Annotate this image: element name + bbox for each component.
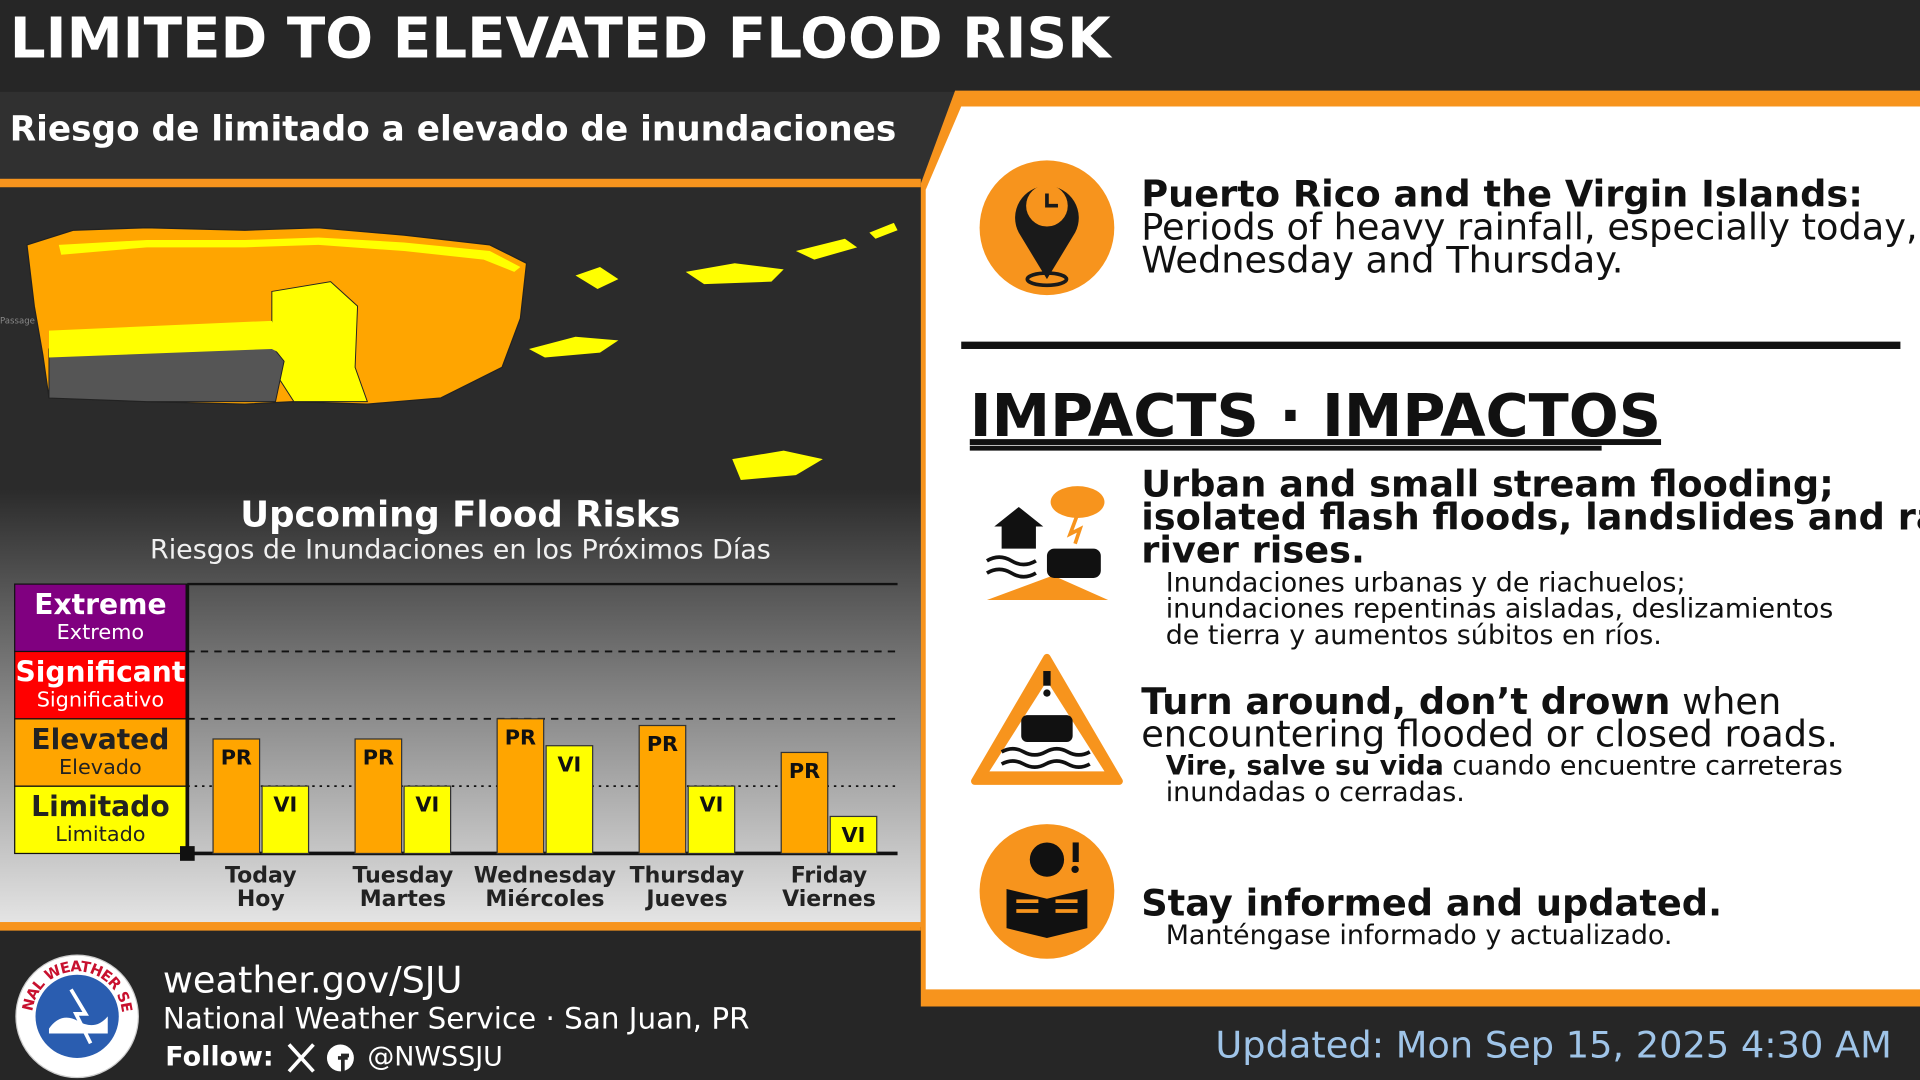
subtitle-band: [0, 91, 968, 184]
impact-heading: Stay informed and updated.: [1141, 881, 1722, 924]
impact-heading: encountering flooded or closed roads.: [1141, 712, 1838, 755]
footer-follow: Follow:: [165, 1041, 273, 1072]
bar: [638, 724, 687, 855]
bar: [780, 751, 829, 855]
x-tick-label: Today: [225, 864, 297, 889]
x-tick-label: Friday: [791, 864, 867, 889]
x-tick-label-es: Viernes: [782, 887, 876, 912]
impact-sub: Vire, salve su vida cuando encuentre car…: [1166, 750, 1843, 781]
bar-label: VI: [415, 793, 439, 817]
bar: [545, 745, 594, 855]
reading-icon: [979, 824, 1115, 959]
impact-sub: inundaciones repentinas aisladas, desliz…: [1166, 593, 1834, 624]
social-icons: [287, 1043, 354, 1073]
bar-label: VI: [557, 752, 581, 776]
x-tick-label: Thursday: [630, 864, 745, 889]
footer-url: weather.gov/SJU: [163, 959, 463, 1002]
impact-heading: Turn around, don’t drown when: [1141, 679, 1781, 722]
map-label: Passage: [0, 316, 35, 326]
bar-label: VI: [700, 793, 724, 817]
bar: [829, 815, 878, 855]
bar-label: PR: [789, 759, 820, 783]
x-tick-label-es: Martes: [360, 887, 446, 912]
title: LIMITED TO ELEVATED FLOOD RISK: [10, 6, 1113, 71]
level-box: [14, 583, 188, 653]
axis-corner: [180, 846, 195, 861]
footer-updated: Updated: Mon Sep 15, 2025 4:30 AM: [1215, 1023, 1891, 1066]
summary-line: Wednesday and Thursday.: [1141, 239, 1623, 282]
bar: [354, 738, 403, 855]
impact-heading: river rises.: [1141, 529, 1365, 572]
bar-label: VI: [842, 823, 866, 847]
level-subname: Limitado: [55, 822, 145, 846]
chart-title: Upcoming Flood Risks: [240, 495, 680, 536]
level-box: [14, 718, 188, 787]
nws-logo: [15, 954, 139, 1079]
impact-sub: de tierra y aumentos súbitos en ríos.: [1166, 620, 1662, 651]
bar: [261, 785, 310, 855]
summary-line: Periods of heavy rainfall, especially to…: [1141, 205, 1917, 248]
footer-handle: @NWSSJU: [367, 1041, 503, 1072]
impact-heading-rest: when: [1670, 679, 1781, 722]
bar: [212, 738, 261, 855]
impact-sub-bold: Vire, salve su vida: [1166, 750, 1444, 781]
x-tick-label: Wednesday: [474, 864, 616, 889]
level-subname: Elevado: [59, 755, 142, 779]
map: [26, 222, 898, 480]
accent-line: [0, 922, 921, 931]
title-underline: [969, 445, 1602, 451]
impact-sub: Manténgase informado y actualizado.: [1166, 920, 1673, 951]
impacts-title: IMPACTS · IMPACTOS: [970, 381, 1661, 450]
info-panel: [925, 106, 1920, 990]
x-tick-label: Tuesday: [353, 864, 454, 889]
level-name: Limitado: [31, 790, 170, 823]
level-subname: Significativo: [37, 687, 164, 711]
bar: [687, 785, 736, 855]
level-name: Extreme: [34, 588, 166, 621]
impact-sub: Inundaciones urbanas y de riachuelos;: [1166, 568, 1686, 599]
level-box: [14, 785, 188, 855]
chart-subtitle: Riesgos de Inundaciones en los Próximos …: [150, 535, 771, 566]
level-name: Significant: [15, 655, 185, 688]
bar: [496, 718, 545, 855]
clock-icon: [979, 160, 1115, 296]
flood-icon: [985, 486, 1109, 600]
bar-label: PR: [505, 725, 536, 749]
x-tick-label-es: Jueves: [644, 887, 727, 912]
bar-label: VI: [273, 793, 297, 817]
subtitle: Riesgo de limitado a elevado de inundaci…: [10, 110, 897, 150]
impact-sub-rest: cuando encuentre carreteras: [1444, 750, 1843, 781]
warning-icon: [971, 653, 1123, 785]
accent-line: [0, 178, 921, 188]
x-tick-label-es: Hoy: [237, 887, 285, 912]
summary-heading: Puerto Rico and the Virgin Islands:: [1141, 172, 1863, 215]
bar-label: PR: [647, 732, 678, 756]
impact-heading-bold: Turn around, don’t drown: [1141, 679, 1670, 722]
bar: [403, 785, 452, 855]
bar-label: PR: [363, 746, 394, 770]
impact-heading: isolated flash floods, landslides and ra…: [1141, 496, 1920, 539]
impact-heading: Urban and small stream flooding;: [1141, 463, 1834, 506]
level-subname: Extremo: [57, 620, 144, 644]
x-tick-label-es: Miércoles: [485, 887, 604, 912]
divider: [961, 341, 1901, 349]
impact-sub: inundadas o cerradas.: [1166, 777, 1465, 808]
level-name: Elevated: [31, 723, 169, 756]
bar-label: PR: [221, 746, 252, 770]
footer-org: National Weather Service · San Juan, PR: [163, 1002, 750, 1036]
